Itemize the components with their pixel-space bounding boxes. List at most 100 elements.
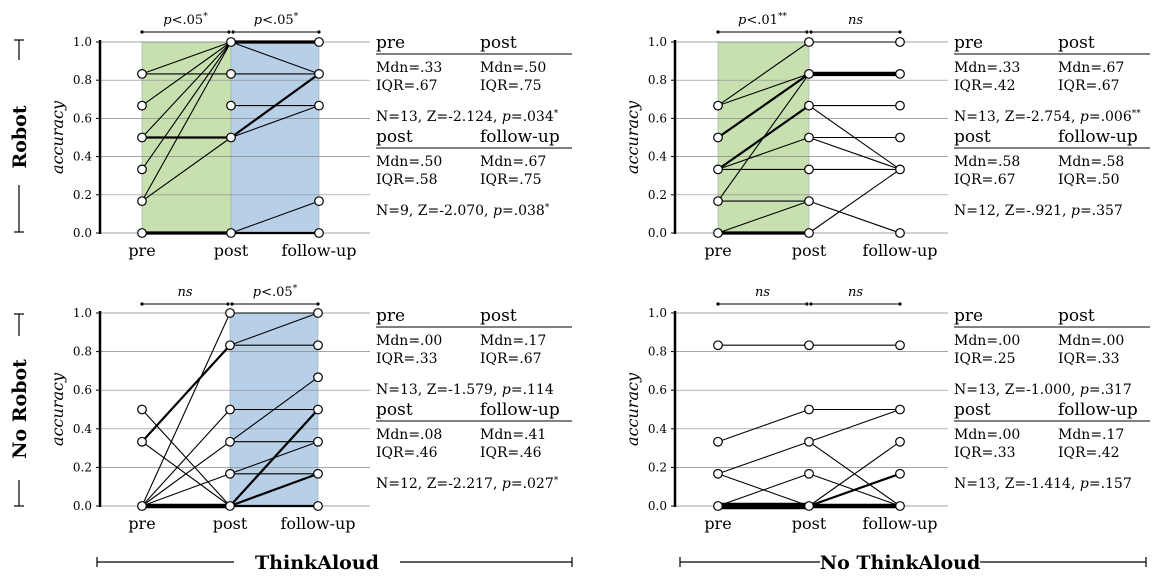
x-tick-label: pre xyxy=(704,241,731,260)
y-tick-label: 1.0 xyxy=(648,35,667,49)
stats-header: post xyxy=(1058,306,1095,326)
stats-header: pre xyxy=(376,306,405,326)
data-point xyxy=(713,501,723,511)
data-point xyxy=(313,501,323,511)
significance-bracket-end xyxy=(898,30,902,34)
significance-text: ns xyxy=(177,285,192,300)
x-tick-label: follow-up xyxy=(862,241,937,260)
column-label-thinkaloud-text: ThinkAloud xyxy=(255,552,379,574)
significance-stars: * xyxy=(203,12,208,22)
data-point xyxy=(713,132,723,143)
data-line xyxy=(717,473,810,507)
stats-median: Mdn=.67 xyxy=(480,154,546,170)
stats-test-value: =.006 xyxy=(1089,109,1132,125)
data-line xyxy=(808,136,901,170)
stats-iqr: IQR=.58 xyxy=(376,172,438,188)
data-line xyxy=(717,73,810,202)
stats-test-stars: ** xyxy=(1132,109,1142,119)
y-tick-label: 0.2 xyxy=(73,460,92,474)
stats-median: Mdn=.00 xyxy=(1058,333,1124,349)
data-point xyxy=(713,436,723,447)
stats-block: pre post Mdn=.33 Mdn=.50 IQR=.67 IQR=.75 N=13,… xyxy=(376,33,572,125)
stats-median: Mdn=.17 xyxy=(1058,427,1124,443)
column-label-no-thinkaloud-text: No ThinkAloud xyxy=(820,552,981,574)
stats-test-value: =.157 xyxy=(1089,476,1132,492)
shaded-region xyxy=(230,41,320,234)
stats-median: Mdn=.58 xyxy=(1058,154,1124,170)
stats-block: post follow-up Mdn=.00 Mdn=.17 IQR=.33 IQR=.4… xyxy=(954,400,1150,492)
stats-header: pre xyxy=(376,33,405,53)
data-point xyxy=(713,164,723,175)
stats-median: Mdn=.00 xyxy=(954,333,1020,349)
stats-header: post xyxy=(954,127,991,147)
data-line xyxy=(141,312,231,507)
stats-iqr: IQR=.25 xyxy=(954,351,1016,367)
stats-test-value: =.114 xyxy=(511,382,554,398)
data-point xyxy=(895,404,905,415)
stats-median: Mdn=.50 xyxy=(480,60,546,76)
y-axis-label: accuracy xyxy=(623,372,642,446)
stats-test: N=12, Z=-.921, p=.357 xyxy=(954,203,1123,219)
row-label-no-robot: No Robot xyxy=(9,313,31,507)
significance-stars: * xyxy=(293,284,298,294)
stats-header: follow-up xyxy=(480,127,560,147)
y-tick-label: 1.0 xyxy=(73,306,92,320)
data-point xyxy=(804,68,814,79)
stats-header: follow-up xyxy=(1058,127,1138,147)
stats-test-text: N=13, Z=-2.754, xyxy=(954,109,1080,125)
stats-block: post follow-up Mdn=.50 Mdn=.67 IQR=.58 IQR=.7… xyxy=(376,127,572,219)
y-tick-label: 0.2 xyxy=(73,188,92,202)
stats-iqr: IQR=.67 xyxy=(1058,78,1120,94)
data-point xyxy=(713,100,723,111)
y-tick-label: 0.8 xyxy=(648,345,667,359)
stats-test-text: N=12, Z=-2.217, xyxy=(376,476,502,492)
data-point xyxy=(137,436,147,447)
significance-label: p<.05* xyxy=(253,284,298,300)
data-line xyxy=(230,105,320,139)
stats-block: post follow-up Mdn=.58 Mdn=.58 IQR=.67 IQR=.5… xyxy=(954,127,1150,219)
data-point xyxy=(804,340,814,351)
data-point xyxy=(225,468,235,479)
stats-test-p: p xyxy=(502,109,511,125)
significance-p: p xyxy=(738,13,747,28)
data-point xyxy=(314,228,324,238)
data-point xyxy=(314,196,324,207)
data-point xyxy=(137,196,147,207)
significance-bracket-end xyxy=(316,302,320,306)
stats-header: pre xyxy=(954,33,983,53)
significance-bracket-end xyxy=(230,302,234,306)
data-point xyxy=(804,228,814,238)
stats-header: post xyxy=(376,400,413,420)
data-line xyxy=(141,137,232,202)
stats-median: Mdn=.00 xyxy=(954,427,1020,443)
data-line xyxy=(717,72,810,139)
stats-test-value: =.038 xyxy=(502,203,545,219)
data-point xyxy=(804,100,814,111)
significance-bracket-end xyxy=(140,30,144,34)
stats-iqr: IQR=.75 xyxy=(480,172,542,188)
significance-label: p<.01** xyxy=(738,12,787,28)
stats-iqr: IQR=.46 xyxy=(480,445,542,461)
row-label-no-robot-text: No Robot xyxy=(9,359,31,459)
data-point xyxy=(895,340,905,351)
stats-test: N=13, Z=-1.414, p=.157 xyxy=(954,476,1132,492)
significance-p: p xyxy=(253,285,262,300)
significance-label: p<.05* xyxy=(163,12,208,28)
data-line xyxy=(230,200,320,234)
stats-test-value: =.317 xyxy=(1089,382,1132,398)
stats-iqr: IQR=.50 xyxy=(1058,172,1120,188)
data-point xyxy=(895,468,905,479)
x-tick-label: pre xyxy=(128,514,155,533)
data-point xyxy=(895,68,905,79)
data-point xyxy=(225,436,235,447)
data-point xyxy=(895,228,905,238)
significance-bracket-end xyxy=(898,302,902,306)
x-tick-label: follow-up xyxy=(280,514,355,533)
y-tick-label: 0.0 xyxy=(648,499,667,513)
stats-iqr: IQR=.67 xyxy=(480,351,542,367)
stats-median: Mdn=.58 xyxy=(954,154,1020,170)
y-tick-label: 0.4 xyxy=(648,150,667,164)
chart-panel-1: 0.0 0.2 0.4 0.6 0.8 1.0 accuracy pre post follow-… xyxy=(48,12,572,260)
stats-test-text: N=13, Z=-1.579, xyxy=(376,382,502,398)
